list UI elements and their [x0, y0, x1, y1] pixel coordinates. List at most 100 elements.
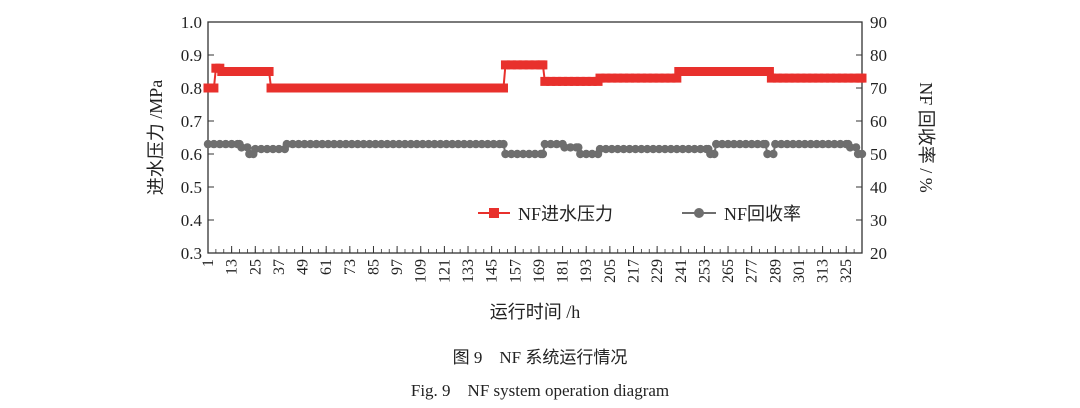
figure-caption-english: Fig. 9 NF system operation diagram [410, 381, 670, 400]
pressure-point [709, 67, 719, 76]
recovery-point [268, 144, 278, 154]
recovery-point [371, 139, 380, 149]
pressure-point [778, 73, 788, 83]
left-y-tick-label: 1.0 [181, 13, 202, 32]
left-y-tick-label: 0.3 [181, 244, 202, 263]
legend-recovery-marker [694, 208, 704, 218]
right-y-axis-label: NF 回收率 / % [916, 82, 936, 193]
recovery-point [448, 139, 457, 149]
recovery-point [306, 139, 315, 149]
pressure-point [837, 73, 847, 83]
recovery-point [243, 143, 252, 152]
recovery-point [794, 139, 804, 149]
pressure-point [843, 73, 853, 83]
recovery-point [341, 139, 351, 149]
recovery-point [203, 139, 213, 149]
recovery-point [857, 149, 867, 159]
pressure-point [437, 83, 447, 93]
x-tick-label: 169 [531, 259, 548, 283]
recovery-point [436, 139, 445, 149]
pressure-point [697, 67, 707, 76]
recovery-point [601, 144, 611, 154]
x-tick-label: 37 [271, 259, 288, 275]
recovery-point [800, 139, 810, 149]
recovery-point [477, 139, 487, 149]
recovery-point [741, 139, 750, 149]
recovery-point [735, 139, 745, 149]
recovery-point [723, 139, 733, 149]
pressure-point [426, 83, 436, 93]
recovery-point [729, 139, 739, 149]
pressure-point [290, 83, 300, 93]
pressure-point [654, 73, 664, 83]
pressure-point [530, 60, 540, 70]
pressure-point [715, 67, 725, 76]
recovery-point [237, 143, 246, 152]
recovery-point [684, 144, 693, 154]
left-y-tick-label: 0.5 [181, 178, 202, 197]
pressure-point [619, 73, 629, 83]
right-y-tick-label: 20 [870, 244, 887, 263]
recovery-point [717, 139, 727, 149]
recovery-point [507, 149, 516, 159]
recovery-point [329, 139, 339, 149]
pressure-point [814, 73, 824, 83]
recovery-point [424, 139, 433, 149]
recovery-point [824, 139, 833, 149]
x-tick-label: 97 [389, 259, 406, 275]
x-tick-label: 145 [484, 259, 501, 283]
x-tick-label: 313 [815, 259, 832, 283]
pressure-point [739, 67, 749, 76]
right-y-tick-label: 30 [870, 211, 887, 230]
pressure-point [443, 83, 453, 93]
recovery-point [696, 144, 705, 154]
recovery-point [851, 143, 861, 152]
recovery-point [400, 139, 410, 149]
recovery-point [377, 139, 386, 149]
pressure-point [414, 83, 424, 93]
pressure-point [378, 83, 388, 93]
pressure-point [751, 67, 761, 76]
pressure-point [307, 83, 317, 93]
recovery-point [256, 144, 266, 154]
x-axis-label: 运行时间 /h [490, 302, 581, 322]
recovery-point [221, 139, 230, 149]
pressure-point [569, 76, 579, 86]
pressure-point [337, 83, 347, 93]
recovery-point [836, 139, 845, 149]
pressure-point [757, 67, 767, 76]
recovery-point [631, 144, 640, 154]
legend-pressure-label: NF进水压力 [518, 204, 613, 224]
pressure-point [613, 73, 623, 83]
recovery-point [546, 139, 555, 149]
recovery-point [347, 139, 357, 149]
x-tick-label: 49 [295, 259, 312, 275]
pressure-point [831, 73, 841, 83]
pressure-point [857, 73, 867, 83]
recovery-point [430, 139, 439, 149]
left-y-tick-label: 0.7 [181, 112, 203, 131]
pressure-point [672, 73, 682, 83]
pressure-point [284, 83, 294, 93]
pressure-point [558, 76, 568, 86]
x-tick-label: 73 [342, 259, 359, 275]
recovery-point [777, 139, 786, 149]
pressure-point [240, 67, 250, 76]
x-tick-label: 193 [578, 259, 595, 283]
pressure-point [455, 83, 465, 93]
left-y-axis-label: 进水压力 /MPa [146, 80, 166, 196]
pressure-point [745, 67, 755, 76]
pressure-point [625, 73, 635, 83]
pressure-point [296, 83, 306, 93]
x-tick-label: 289 [767, 259, 784, 283]
recovery-point [576, 149, 585, 159]
pressure-point [223, 67, 233, 76]
recovery-point [412, 139, 422, 149]
pressure-point [721, 67, 731, 76]
recovery-point [353, 139, 362, 149]
pressure-point [246, 67, 256, 76]
pressure-point [546, 76, 556, 86]
x-tick-label: 241 [673, 259, 690, 283]
x-tick-label: 265 [720, 259, 737, 283]
recovery-point [753, 139, 762, 149]
